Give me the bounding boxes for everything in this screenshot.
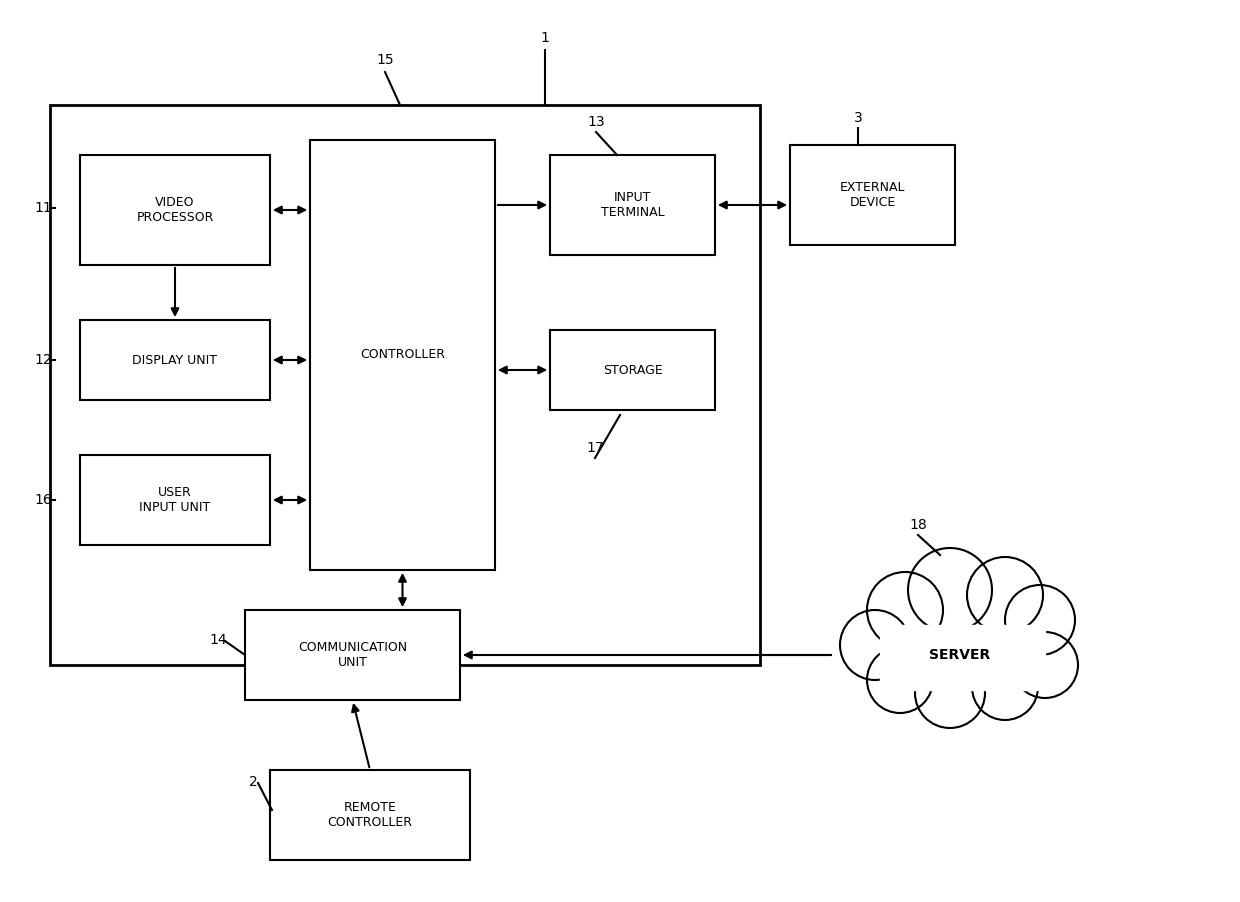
Circle shape	[839, 610, 910, 680]
Text: CONTROLLER: CONTROLLER	[360, 348, 445, 362]
Text: SERVER: SERVER	[929, 648, 991, 662]
Text: VIDEO
PROCESSOR: VIDEO PROCESSOR	[136, 196, 213, 224]
Text: 14: 14	[210, 633, 227, 647]
Text: 18: 18	[909, 518, 926, 532]
Bar	[551, 330, 715, 410]
Text: USER
INPUT UNIT: USER INPUT UNIT	[139, 486, 211, 514]
Text: INPUT
TERMINAL: INPUT TERMINAL	[600, 191, 665, 219]
Circle shape	[867, 572, 942, 648]
Bar	[790, 145, 955, 245]
Circle shape	[1004, 585, 1075, 655]
Bar	[551, 155, 715, 255]
Bar	[50, 105, 760, 665]
Bar	[81, 155, 270, 265]
Text: REMOTE
CONTROLLER: REMOTE CONTROLLER	[327, 801, 413, 829]
Text: 2: 2	[249, 775, 258, 789]
Text: 3: 3	[853, 111, 862, 125]
Circle shape	[915, 658, 985, 728]
Bar	[246, 610, 460, 700]
Circle shape	[867, 647, 932, 713]
Text: EXTERNAL
DEVICE: EXTERNAL DEVICE	[839, 181, 905, 209]
Circle shape	[1012, 632, 1078, 698]
Text: 16: 16	[35, 493, 52, 507]
Text: 15: 15	[376, 53, 394, 67]
Text: 1: 1	[541, 31, 549, 45]
Circle shape	[972, 654, 1038, 720]
Text: 13: 13	[588, 115, 605, 129]
Text: DISPLAY UNIT: DISPLAY UNIT	[133, 354, 217, 366]
Bar	[880, 625, 1045, 690]
Bar	[81, 320, 270, 400]
Text: 12: 12	[35, 353, 52, 367]
Bar	[81, 455, 270, 545]
Bar	[310, 140, 495, 570]
Circle shape	[908, 548, 992, 632]
Bar	[270, 770, 470, 860]
Text: COMMUNICATION
UNIT: COMMUNICATION UNIT	[298, 641, 407, 669]
Text: 11: 11	[35, 201, 52, 215]
Text: STORAGE: STORAGE	[603, 364, 662, 376]
Circle shape	[967, 557, 1043, 633]
Text: 17: 17	[587, 441, 604, 455]
